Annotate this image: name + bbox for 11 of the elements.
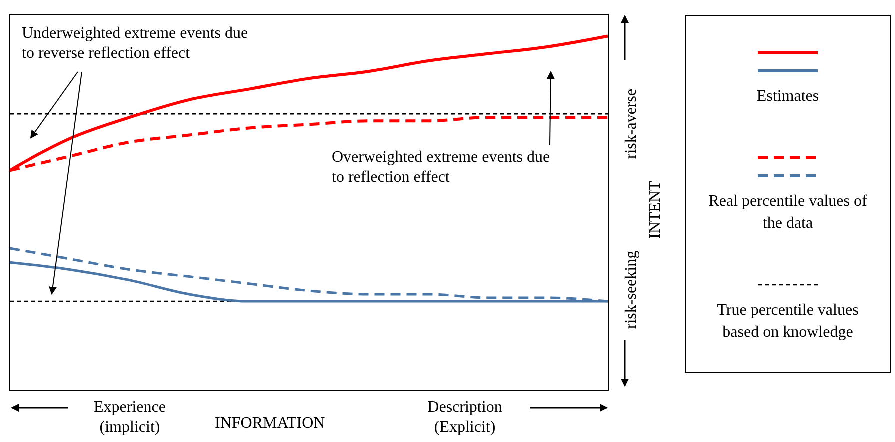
- annotation: Overweighted extreme events due to reflection effect: [332, 148, 552, 188]
- x-axis-title: INFORMATION: [215, 414, 326, 434]
- text: Estimates: [756, 87, 820, 108]
- text: Description (Explicit): [426, 398, 504, 438]
- legend-label: True percentile values based on knowledge: [716, 300, 860, 343]
- text: Real percentile values of the data: [708, 192, 868, 234]
- text: Experience (implicit): [93, 398, 167, 438]
- y-axis-title: INTENT: [646, 181, 665, 239]
- annotation: Underweighted extreme events due to reverse reflection effect: [22, 24, 250, 64]
- text: risk-seeking: [622, 250, 641, 330]
- text: risk-averse: [622, 88, 641, 160]
